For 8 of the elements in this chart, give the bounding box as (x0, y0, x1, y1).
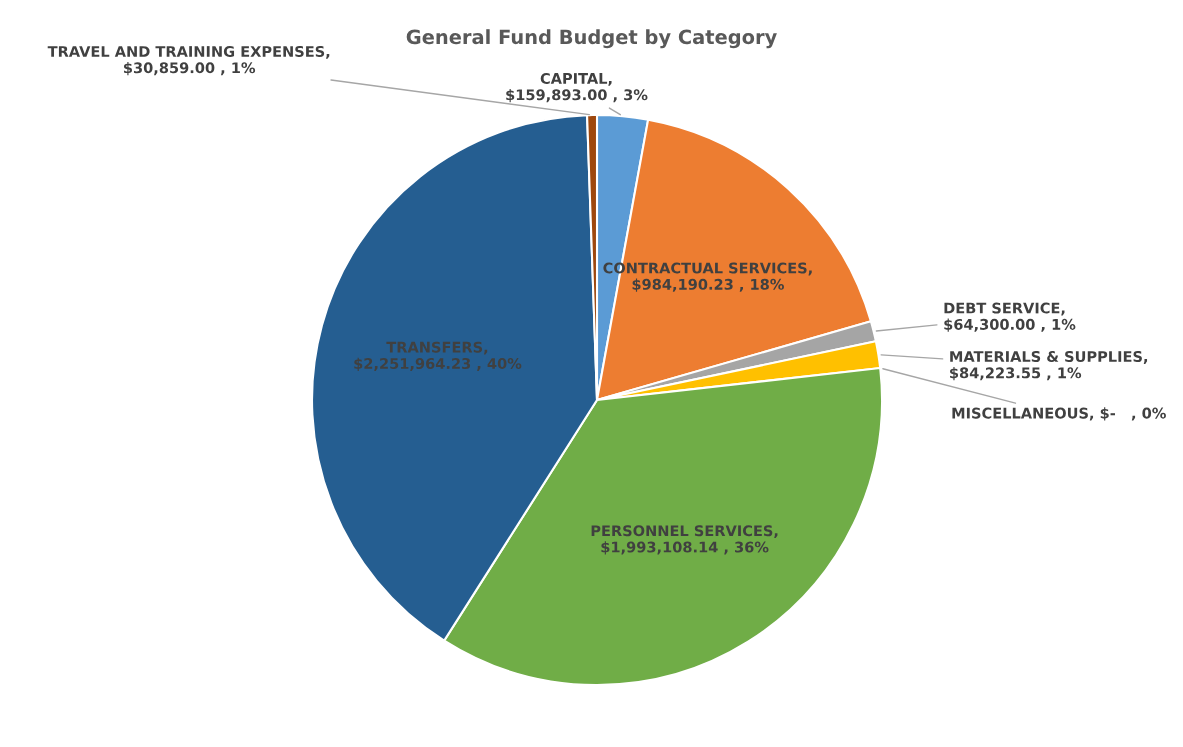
chart-title: General Fund Budget by Category (406, 29, 777, 49)
slice-label: TRANSFERS, $2,251,964.23 , 40% (354, 341, 522, 371)
slice-label: TRAVEL AND TRAINING EXPENSES, $30,859.00 , 1% (47, 45, 330, 76)
slice-label: CAPITAL, $159,893.00 , 3% (506, 72, 648, 103)
slice-label: MATERIALS & SUPPLIES, $84,223.55 , 1% (950, 350, 1148, 381)
slice-label: DEBT SERVICE, $64,300.00 , 1% (944, 302, 1076, 332)
category-label: MISCELLANEOUS, $- , 0% (952, 407, 1166, 421)
slice-label: PERSONNEL SERVICES, $1,993,108.14 , 36% (591, 525, 778, 555)
